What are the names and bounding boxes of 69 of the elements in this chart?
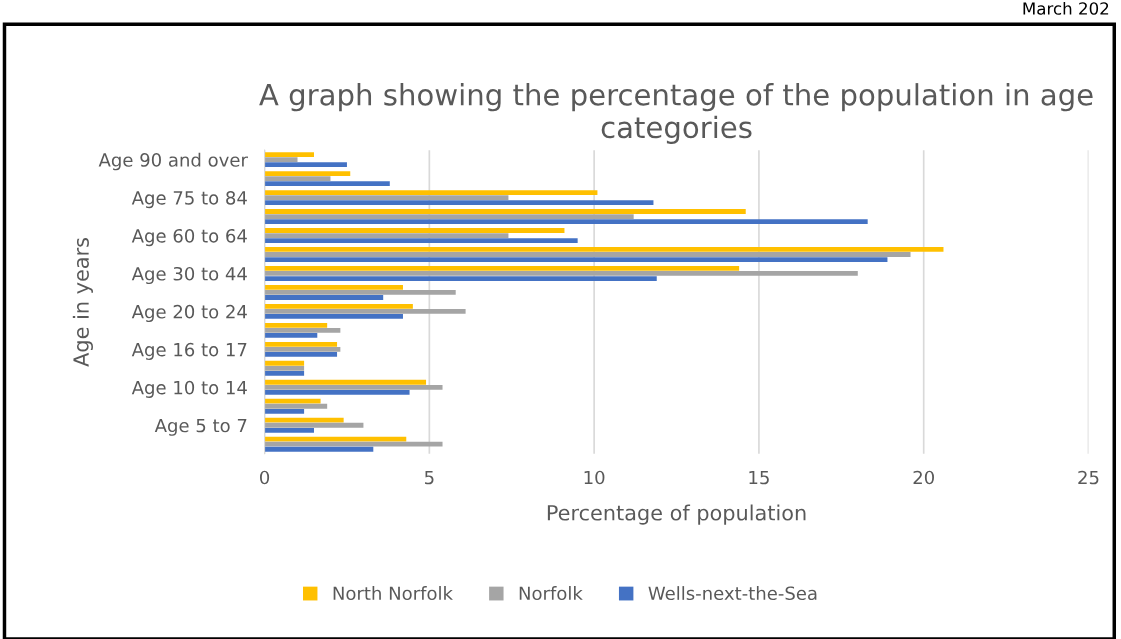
bar [264, 360, 305, 366]
bar [264, 352, 338, 357]
bar [264, 322, 328, 328]
y-tick-label: Age 90 and over [98, 152, 248, 171]
bar [264, 190, 598, 195]
bar [264, 327, 341, 333]
bar [264, 162, 347, 168]
bar [264, 427, 314, 433]
bar [264, 252, 911, 257]
bar [264, 303, 413, 309]
bar [264, 379, 427, 385]
bar [264, 441, 443, 447]
text: March 202 [1023, 1, 1109, 15]
bar [264, 295, 384, 300]
bar [264, 200, 654, 206]
bar [264, 403, 328, 409]
y-tick-label: Age 10 to 14 [131, 380, 247, 398]
bar [264, 446, 374, 452]
bar [264, 408, 305, 414]
y-tick-label: Age 75 to 84 [131, 191, 247, 209]
x-tick-label: 20 [913, 470, 934, 485]
y-tick-label: Age 60 to 64 [131, 228, 247, 247]
bar [264, 314, 403, 319]
bar [264, 171, 351, 176]
x-tick-label: 0 [260, 470, 270, 485]
x-tick-label: 15 [749, 470, 769, 485]
bar [264, 436, 407, 442]
legend-label: Norfolk [519, 586, 583, 601]
bar [264, 384, 443, 390]
bar [264, 417, 344, 423]
bar [264, 266, 740, 271]
bar [264, 422, 364, 428]
bar [264, 271, 858, 276]
bar [264, 309, 466, 314]
bar [264, 333, 318, 338]
bar [264, 195, 509, 200]
y-axis-title: Age in years [72, 238, 93, 367]
bar [264, 257, 888, 262]
chart-title: A graph showing the percentage of the population in age categories [259, 83, 1093, 144]
legend-label: North Norfolk [333, 586, 453, 601]
bar [264, 238, 578, 243]
legend-label: Wells-next-the-Sea [648, 586, 817, 601]
bar [264, 341, 338, 347]
bar [264, 176, 331, 182]
y-tick-label: Age 20 to 24 [131, 304, 247, 323]
bar [264, 290, 456, 295]
x-axis-title: Percentage of population [547, 504, 806, 525]
x-tick-label: 5 [424, 470, 434, 485]
y-tick-label: Age 16 to 17 [131, 342, 247, 360]
bar [264, 233, 509, 238]
x-tick-label: 25 [1078, 470, 1099, 485]
y-tick-label: Age 5 to 7 [154, 418, 247, 436]
bar [264, 181, 390, 187]
bar [264, 276, 657, 281]
bar [264, 247, 944, 252]
bar [264, 152, 314, 157]
bar [264, 365, 305, 371]
bar [264, 389, 410, 395]
bar [264, 209, 746, 214]
bar [264, 284, 403, 290]
bar [264, 370, 305, 376]
bar [264, 346, 341, 352]
bar [264, 398, 321, 404]
bar [264, 157, 298, 163]
bar [264, 219, 868, 225]
x-tick-label: 10 [584, 470, 605, 485]
bar [264, 228, 565, 233]
y-tick-label: Age 30 to 44 [131, 266, 247, 285]
bar [264, 214, 634, 219]
